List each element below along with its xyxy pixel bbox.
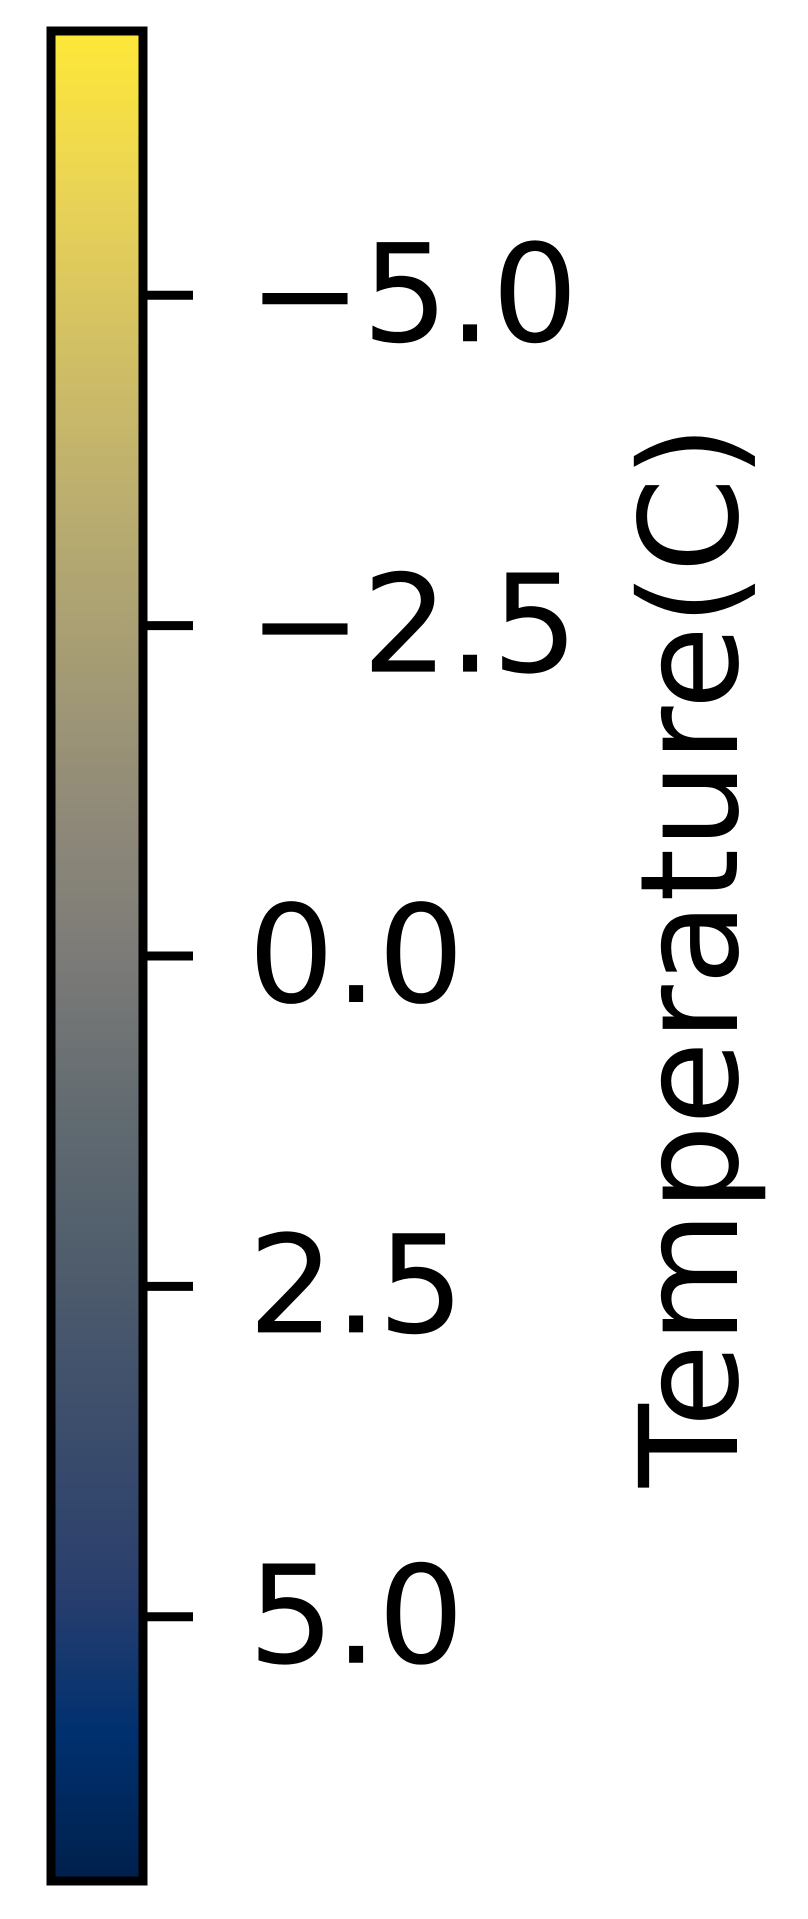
colorbar-tick-label: 2.5 [248, 1207, 464, 1365]
colorbar-label: Temperature(C) [612, 425, 770, 1489]
colorbar-frame [46, 26, 148, 1886]
colorbar-gradient [51, 31, 143, 1881]
colorbar-tick-label: −2.5 [248, 547, 578, 705]
colorbar-tick-label: 0.0 [248, 877, 464, 1035]
colorbar-tick-label: 5.0 [248, 1538, 464, 1696]
colorbar-ticks: −5.0 −2.5 0.0 2.5 5.0 [143, 216, 578, 1696]
colorbar-tick-label: −5.0 [248, 216, 578, 374]
